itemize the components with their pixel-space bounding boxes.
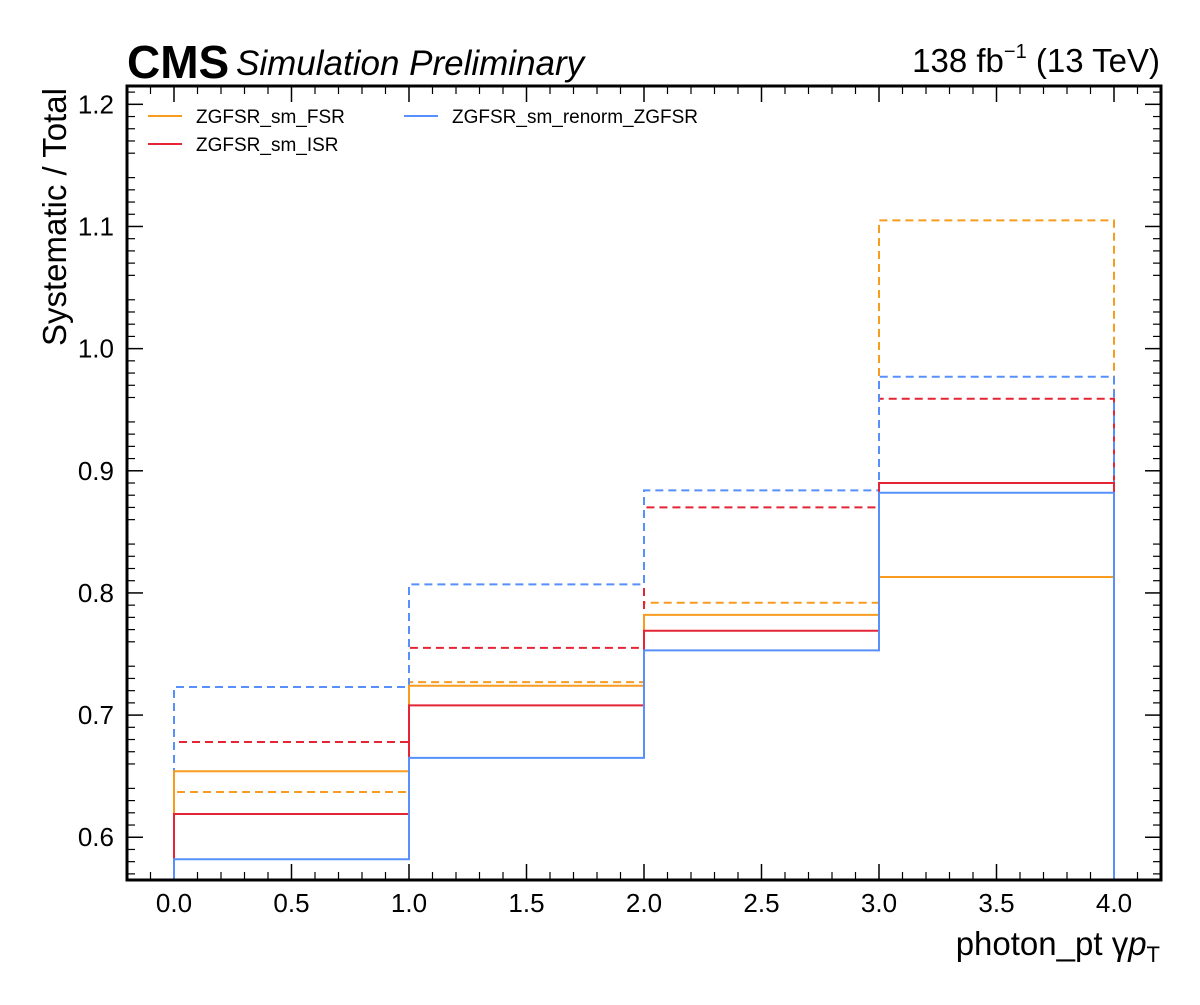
x-tick-label: 1.0 xyxy=(391,888,427,918)
y-tick-label: 0.9 xyxy=(78,456,114,486)
lumi-exponent: −1 xyxy=(1004,41,1027,63)
x-axis-var: p xyxy=(1127,925,1146,962)
y-tick-label: 1.2 xyxy=(78,89,114,119)
y-tick-label: 1.0 xyxy=(78,334,114,364)
legend-label-0: ZGFSR_sm_FSR xyxy=(196,107,345,128)
y-tick-label: 0.6 xyxy=(78,822,114,852)
y-tick-label: 0.7 xyxy=(78,700,114,730)
lumi-label: 138 fb−1 (13 TeV) xyxy=(912,41,1160,79)
x-tick-label: 3.0 xyxy=(861,888,897,918)
x-tick-label: 4.0 xyxy=(1096,888,1132,918)
lumi-energy: (13 TeV) xyxy=(1036,42,1160,79)
x-axis-title-text: photon_pt xyxy=(956,925,1103,962)
x-tick-label: 3.5 xyxy=(978,888,1014,918)
y-axis-title: Systematic / Total xyxy=(36,88,73,346)
y-tick-label: 0.8 xyxy=(78,578,114,608)
status-label: Simulation Preliminary xyxy=(236,44,587,83)
experiment-label: CMS xyxy=(127,36,229,88)
x-axis-title: photon_pt γpT xyxy=(956,925,1160,967)
x-tick-label: 2.5 xyxy=(743,888,779,918)
x-tick-label: 0.5 xyxy=(273,888,309,918)
legend-label-1: ZGFSR_sm_ISR xyxy=(196,135,339,156)
x-tick-label: 1.5 xyxy=(508,888,544,918)
plot-frame xyxy=(125,84,1163,882)
y-tick-label: 1.1 xyxy=(78,211,114,241)
axis-ticks: 0.0 0.5 1.0 1.5 2.0 2.5 3.0 3.5 4.0 0.6 0.7 0.8 0.9 1… xyxy=(78,86,1161,918)
lumi-space xyxy=(1027,42,1036,79)
x-tick-label: 2.0 xyxy=(626,888,662,918)
x-axis-symbol: γ xyxy=(1112,925,1129,962)
series-layer xyxy=(173,219,1115,880)
lumi-value: 138 fb xyxy=(912,42,1004,79)
legend-label-2: ZGFSR_sm_renorm_ZGFSR xyxy=(452,107,698,128)
series-2-solid-step xyxy=(173,491,1115,880)
legend: ZGFSR_sm_FSR ZGFSR_sm_ISR ZGFSR_sm_renorm_… xyxy=(148,107,698,156)
x-axis-title-gap xyxy=(1103,925,1112,962)
x-axis-sub: T xyxy=(1147,942,1160,967)
series-2-dashed-step xyxy=(173,375,1115,880)
x-tick-label: 0.0 xyxy=(156,888,192,918)
